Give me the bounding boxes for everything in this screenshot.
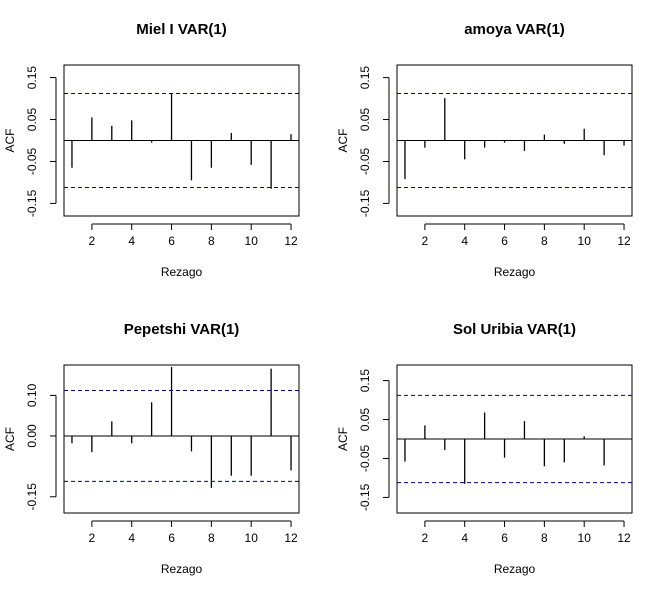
y-tick-label: -0.15 bbox=[25, 189, 39, 217]
x-tick-label: 8 bbox=[541, 234, 548, 248]
y-tick-label: 0.05 bbox=[25, 108, 39, 132]
y-axis-label: ACF bbox=[336, 129, 350, 153]
x-tick-label: 12 bbox=[617, 234, 631, 248]
x-tick-label: 8 bbox=[208, 531, 215, 545]
y-tick-label: 0.15 bbox=[25, 66, 39, 90]
acf-panel-4: Sol Uribia VAR(1) 2 4 6 8 10 12 -0.15 -0.05 0.05 0… bbox=[336, 321, 633, 576]
y-axis-label: ACF bbox=[3, 427, 17, 451]
x-tick-label: 4 bbox=[461, 234, 468, 248]
x-tick-label: 4 bbox=[128, 234, 135, 248]
y-axis-label: ACF bbox=[336, 427, 350, 451]
y-tick-label: 0.10 bbox=[25, 383, 39, 407]
x-tick-label: 4 bbox=[128, 531, 135, 545]
y-tick-label: -0.15 bbox=[358, 189, 372, 217]
x-axis-label: Rezago bbox=[161, 562, 203, 576]
x-axis-label: Rezago bbox=[494, 562, 536, 576]
x-axis-label: Rezago bbox=[161, 265, 203, 279]
y-tick-label: 0.05 bbox=[358, 408, 372, 432]
x-tick-label: 10 bbox=[578, 531, 592, 545]
y-tick-label: -0.05 bbox=[358, 147, 372, 175]
x-tick-label: 6 bbox=[501, 531, 508, 545]
x-tick-label: 10 bbox=[245, 234, 259, 248]
x-tick-label: 8 bbox=[208, 234, 215, 248]
x-tick-label: 4 bbox=[461, 531, 468, 545]
chart-title: Miel I VAR(1) bbox=[136, 21, 227, 38]
x-tick-label: 2 bbox=[422, 234, 429, 248]
x-axis-label: Rezago bbox=[494, 265, 536, 279]
chart-title: amoya VAR(1) bbox=[464, 21, 565, 38]
acf-panel-2: amoya VAR(1) 2 4 6 8 10 12 -0.15 -0.05 0.05 0.15 Re… bbox=[336, 21, 633, 279]
acf-panel-1: Miel I VAR(1) 2 4 6 8 10 12 -0.15 -0.05 0.05 0.15 R… bbox=[3, 21, 300, 279]
x-tick-label: 2 bbox=[422, 531, 429, 545]
x-tick-label: 10 bbox=[245, 531, 259, 545]
x-tick-label: 6 bbox=[168, 531, 175, 545]
x-tick-label: 10 bbox=[578, 234, 592, 248]
y-tick-label: -0.05 bbox=[358, 444, 372, 472]
x-tick-label: 12 bbox=[617, 531, 631, 545]
y-tick-label: -0.05 bbox=[25, 147, 39, 175]
y-tick-label: 0.15 bbox=[358, 66, 372, 90]
y-tick-label: 0.15 bbox=[358, 369, 372, 393]
y-tick-label: -0.15 bbox=[25, 483, 39, 511]
x-tick-label: 2 bbox=[89, 234, 96, 248]
x-tick-label: 6 bbox=[168, 234, 175, 248]
y-tick-label: 0.05 bbox=[358, 108, 372, 132]
y-axis-label: ACF bbox=[3, 129, 17, 153]
x-tick-label: 12 bbox=[284, 531, 298, 545]
x-tick-label: 12 bbox=[284, 234, 298, 248]
chart-title: Sol Uribia VAR(1) bbox=[453, 321, 576, 338]
x-tick-label: 6 bbox=[501, 234, 508, 248]
x-tick-label: 2 bbox=[89, 531, 96, 545]
plot-frame bbox=[63, 364, 300, 514]
x-tick-label: 8 bbox=[541, 531, 548, 545]
y-tick-label: 0.00 bbox=[25, 424, 39, 448]
acf-panel-3: Pepetshi VAR(1) 2 4 6 8 10 12 -0.15 0.00 0.10 Reza… bbox=[3, 321, 300, 576]
y-tick-label: -0.15 bbox=[358, 483, 372, 511]
chart-title: Pepetshi VAR(1) bbox=[124, 321, 240, 338]
